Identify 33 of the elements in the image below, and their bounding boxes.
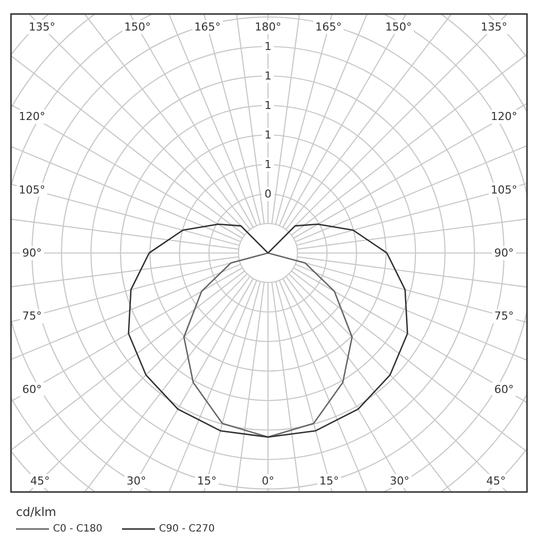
spoke-label: 45°	[30, 474, 50, 488]
spoke-label: 105°	[18, 183, 46, 196]
text: 1	[264, 70, 272, 82]
spoke-label: 105°	[490, 183, 518, 196]
spoke-label: 0°	[262, 474, 274, 488]
spoke-label: 180°	[254, 20, 282, 34]
text: 1	[264, 128, 272, 142]
legend-label: C90 - C270	[159, 524, 215, 534]
legend-label: C0 - C180	[53, 524, 102, 534]
spoke-label: 150°	[124, 20, 151, 34]
spoke-label: 75°	[22, 310, 42, 323]
spoke-label: 120°	[18, 110, 46, 124]
spoke-label: 165°	[194, 20, 221, 34]
spoke-label: 60°	[494, 382, 514, 396]
spoke-label: 150°	[385, 20, 412, 34]
spoke-label: 45°	[486, 474, 506, 488]
spoke-label: 75°	[494, 310, 514, 323]
spoke-label: 15°	[319, 474, 339, 488]
text: 0	[264, 188, 272, 200]
spoke-label: 120°	[490, 110, 518, 124]
spoke-label: 30°	[126, 474, 146, 488]
text: 1	[264, 40, 272, 53]
spoke-label: 15°	[197, 474, 217, 488]
spoke-label: 90°	[22, 246, 42, 260]
spoke-label: 135°	[28, 20, 56, 34]
spoke-label: 165°	[315, 20, 342, 34]
text: 1	[264, 99, 272, 112]
spoke-label: 135°	[480, 20, 508, 34]
text: 1	[264, 158, 272, 171]
spoke-label: 60°	[22, 382, 42, 396]
spoke-label: 90°	[494, 246, 514, 260]
legend-title: cd/klm	[16, 505, 56, 519]
spoke-label: 30°	[390, 474, 410, 488]
